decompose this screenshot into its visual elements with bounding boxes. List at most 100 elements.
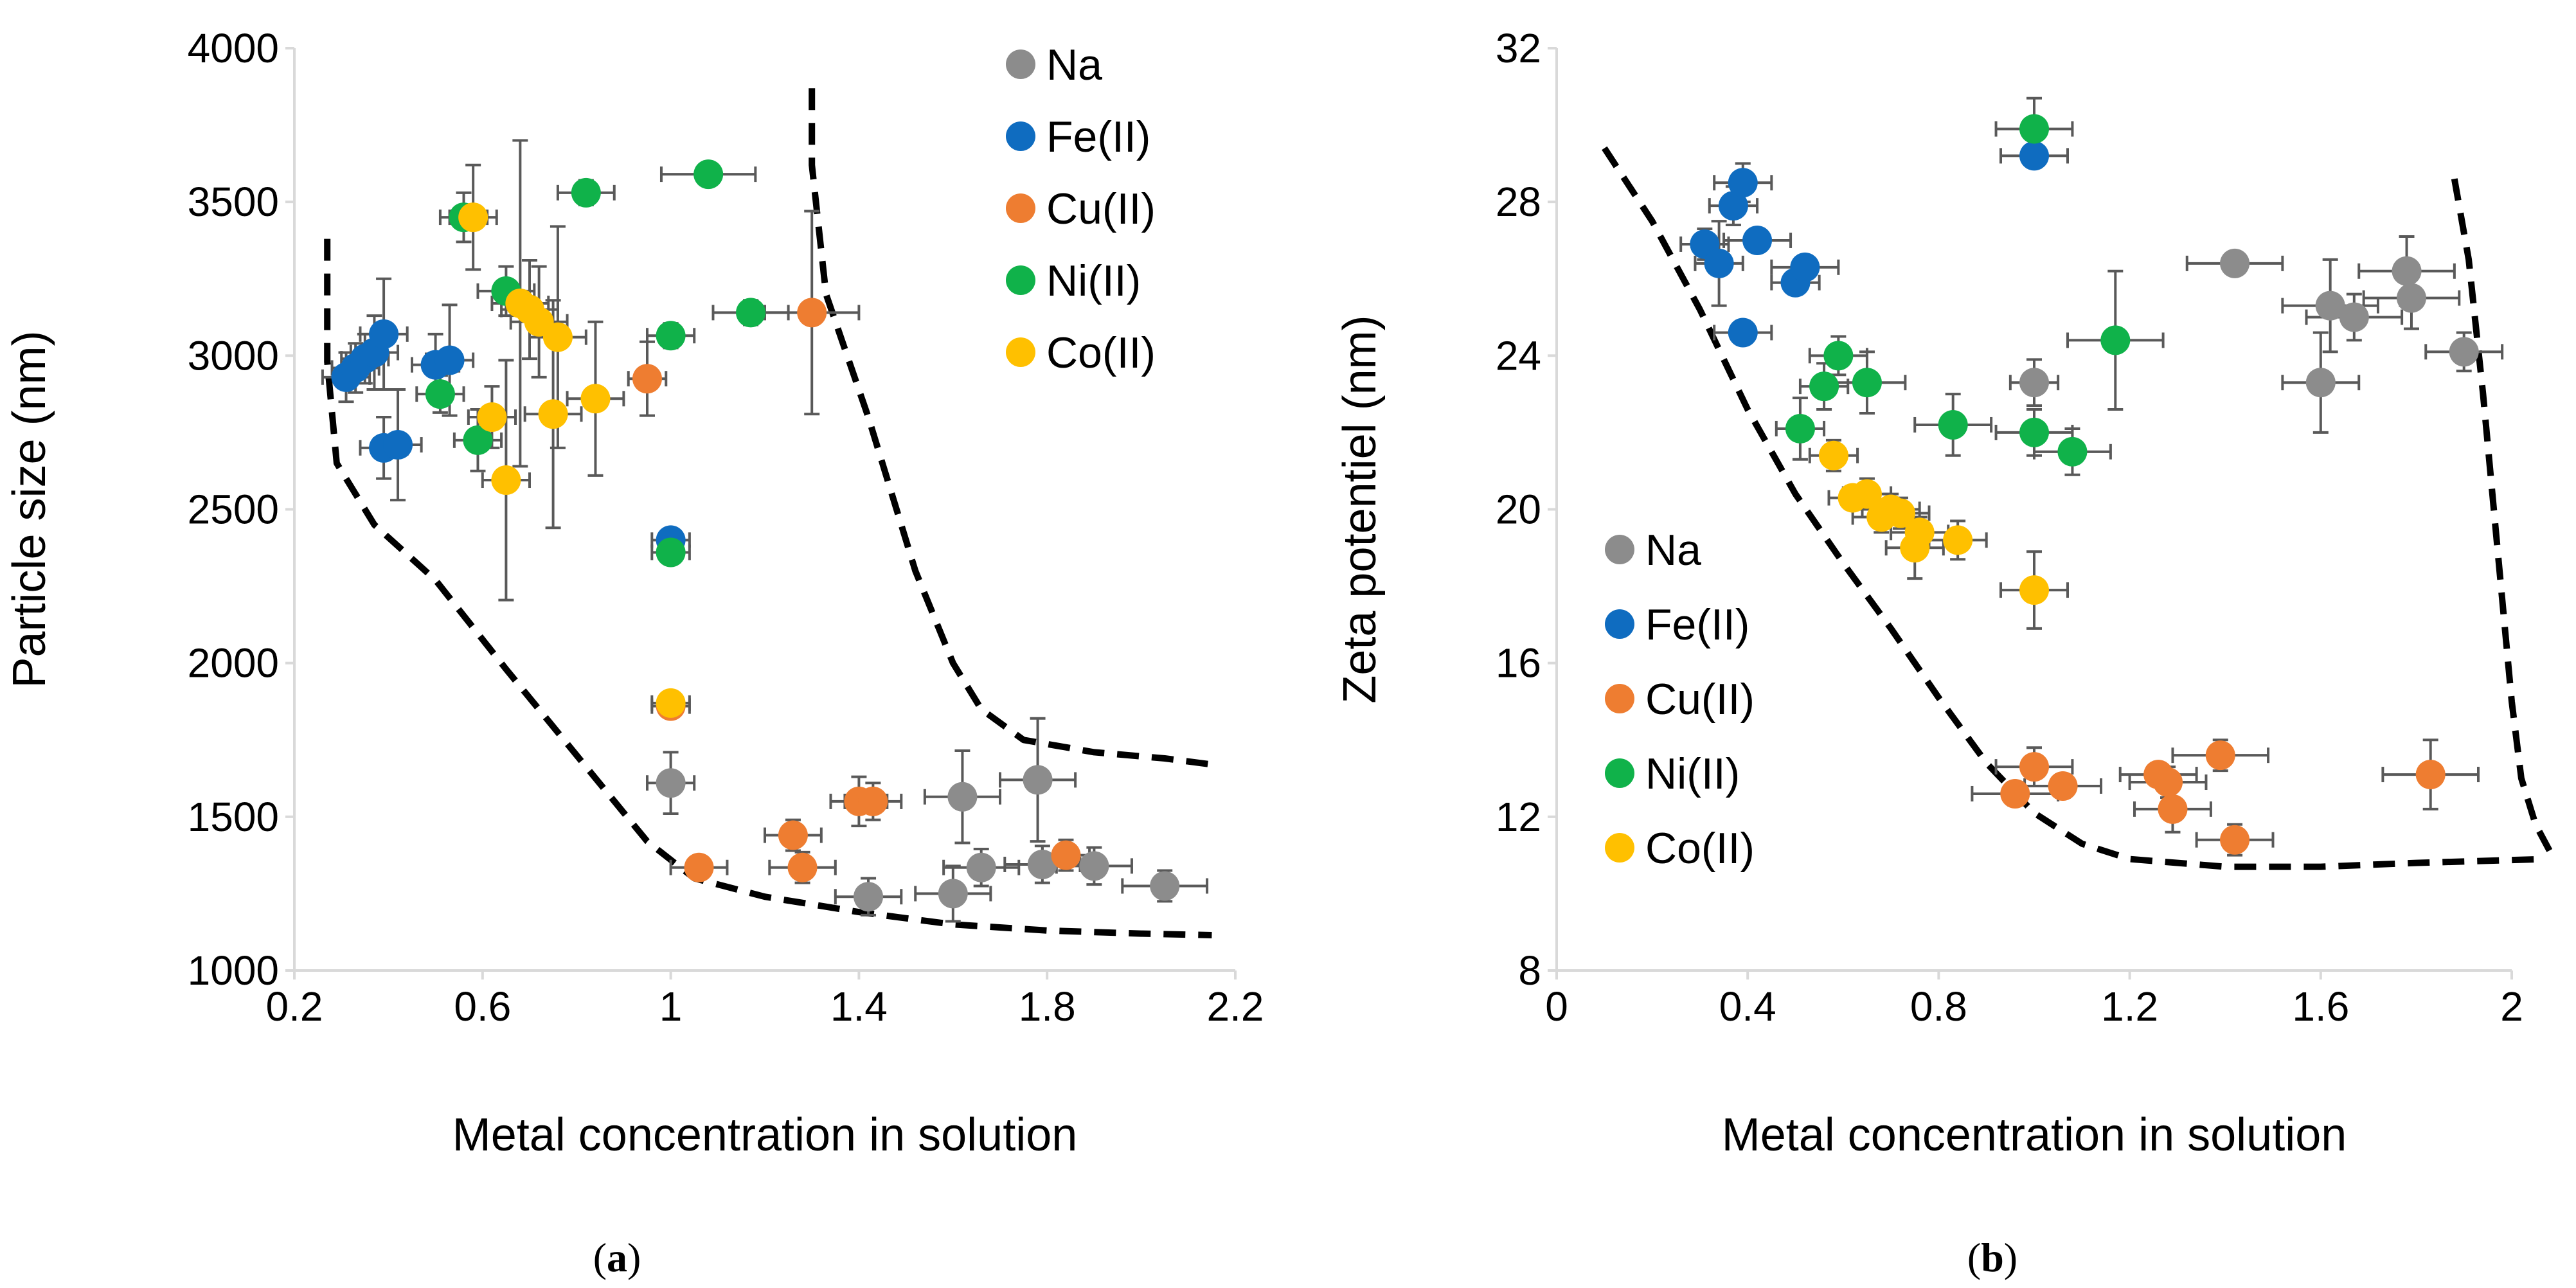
panel-b-point-na [2305, 368, 2336, 398]
panel-b-x-tick-label: 1.2 [2101, 983, 2158, 1030]
panel-a-point-cu-ii [787, 852, 818, 882]
panel-a-point-fe-ii [434, 345, 465, 375]
panel-a-legend: Na Fe(II) Cu(II) Ni(II) Co(II) [1006, 40, 1156, 377]
panel-b-y-tick-label: 20 [1496, 487, 1541, 533]
panel-b-legend-marker-cu-ii [1605, 684, 1634, 713]
panel-b-curves [1602, 146, 2553, 870]
panel-b-x-tick-label: 0.8 [1910, 983, 1967, 1030]
panel-a-point-fe-ii [383, 430, 413, 460]
panel-b-x-tick-label: 0 [1545, 983, 1568, 1030]
panel-b-point-fe-ii [1728, 318, 1758, 348]
panel-a-x-tick-label: 1.4 [830, 983, 888, 1030]
panel-b-point-cu-ii [2205, 740, 2235, 771]
panel-a-point-ni-ii [425, 379, 455, 409]
panel-b-point-ni-ii [2100, 325, 2131, 355]
panel-b-point-co-ii [1852, 479, 1882, 509]
panel-a-legend-label-na: Na [1046, 40, 1102, 89]
panel-b-legend-marker-na [1605, 535, 1634, 564]
panel-b-point-co-ii [2019, 575, 2049, 605]
panel-a-legend-marker-co-ii [1006, 337, 1035, 367]
panel-a-point-na [1079, 851, 1109, 881]
panel-b-x-tick-label: 2 [2500, 983, 2523, 1030]
panel-b-legend-label-fe-ii: Fe(II) [1645, 600, 1749, 649]
panel-a-points [331, 159, 1180, 912]
panel-a-y-tick-label: 3000 [188, 332, 279, 379]
panel-b-y-axis-label: Zeta potentiel (nm) [1334, 315, 1386, 703]
panel-b-point-fe-ii [1728, 168, 1758, 198]
panel-a-y-tick-label: 1000 [188, 947, 279, 994]
panel-a-point-na [1150, 871, 1180, 901]
panel-a-point-co-ii [491, 465, 521, 496]
panel-a-curves [324, 88, 1213, 938]
panel-a-y-tick-label: 3500 [188, 179, 279, 225]
panel-b-point-ni-ii [1938, 409, 1968, 440]
panel-a-legend-marker-na [1006, 49, 1035, 79]
panel-b-point-fe-ii [1704, 248, 1734, 278]
panel-a-point-ni-ii [656, 537, 686, 568]
panel-b-caption-letter: b [1981, 1235, 2004, 1280]
panel-a-point-na [947, 782, 978, 812]
panel-a-legend-label-fe-ii: Fe(II) [1046, 112, 1150, 161]
panel-a-point-na [1027, 849, 1057, 879]
panel-b-legend-label-ni-ii: Ni(II) [1645, 749, 1740, 798]
panel-b-point-ni-ii [1809, 371, 1839, 402]
panel-b-error-bars [1679, 96, 2504, 857]
panel-a-point-cu-ii [632, 364, 662, 394]
panel-b-legend-label-na: Na [1645, 526, 1701, 575]
panel-b-point-co-ii [1818, 440, 1848, 470]
panel-b-points [1690, 114, 2479, 855]
panel-a-point-cu-ii [858, 786, 888, 816]
panel-a-caption-letter: a [607, 1235, 627, 1280]
panel-a-y-tick-label: 2500 [188, 487, 279, 533]
panel-b-point-na [2392, 256, 2422, 286]
panel-a-point-na [966, 852, 996, 882]
panel-b-legend: Na Fe(II) Cu(II) Ni(II) Co(II) [1605, 526, 1755, 873]
panel-a-x-tick-label: 2.2 [1207, 983, 1264, 1030]
panel-b-y-tick-label: 16 [1496, 640, 1541, 686]
panel-b-legend-marker-co-ii [1605, 833, 1634, 863]
panel-a-legend-label-cu-ii: Cu(II) [1046, 184, 1156, 233]
panel-b-legend-marker-ni-ii [1605, 758, 1634, 788]
panel-b-x-tick-label: 1.6 [2292, 983, 2349, 1030]
panel-a-caption: (a) [593, 1235, 641, 1280]
panel-b-point-co-ii [1943, 525, 1973, 555]
panel-a-x-tick-label: 0.6 [454, 983, 511, 1030]
panel-b-point-cu-ii [2019, 752, 2049, 782]
panel-b-point-cu-ii [2048, 771, 2078, 801]
panel-a-y-tick-label: 4000 [188, 25, 279, 71]
panel-a-legend-marker-fe-ii [1006, 121, 1035, 151]
panel-a-axes: 0.2 0.6 1 1.4 1.8 2.2 1000 1500 2000 2500 3000 3500… [4, 25, 1264, 1161]
panel-b-x-tick-label: 0.4 [1719, 983, 1776, 1030]
panel-b-point-na [2449, 337, 2479, 367]
panel-a-x-tick-label: 0.2 [266, 983, 323, 1030]
panel-b-point-co-ii [1904, 517, 1935, 548]
panel-b-point-ni-ii [1852, 368, 1882, 398]
panel-a-point-ni-ii [656, 321, 686, 351]
panel-b-point-ni-ii [2057, 436, 2088, 467]
panel-b-boundary-curve-1 [1602, 146, 2546, 870]
panel-b-caption: (b) [1967, 1235, 2017, 1280]
panel-a-x-tick-label: 1.8 [1019, 983, 1076, 1030]
panel-b-y-tick-label: 24 [1496, 332, 1541, 379]
panel-b-point-fe-ii [1742, 225, 1773, 255]
panel-b-x-axis-label: Metal concentration in solution [1722, 1109, 2347, 1161]
panel-a-point-fe-ii [369, 319, 399, 349]
panel-a-point-cu-ii [684, 852, 714, 882]
panel-a-point-na [854, 882, 884, 912]
panel-b-point-cu-ii [2158, 794, 2188, 824]
panel-b-point-cu-ii [2153, 767, 2183, 798]
panel-b-point-ni-ii [1823, 341, 1854, 371]
panel-b-legend-marker-fe-ii [1605, 609, 1634, 639]
panel-b-y-tick-label: 8 [1518, 947, 1541, 994]
panel-a-chart: 0.2 0.6 1 1.4 1.8 2.2 1000 1500 2000 2500 3000 3500… [4, 25, 1264, 1280]
panel-a-y-tick-label: 1500 [188, 794, 279, 840]
panel-a-point-co-ii [656, 688, 686, 718]
panel-b-point-na [2019, 368, 2049, 398]
panel-b-point-na [2315, 291, 2345, 321]
panel-b-legend-label-cu-ii: Cu(II) [1645, 675, 1755, 724]
panel-a-x-axis-label: Metal concentration in solution [452, 1109, 1078, 1161]
panel-a-boundary-curve-1 [324, 238, 1212, 938]
